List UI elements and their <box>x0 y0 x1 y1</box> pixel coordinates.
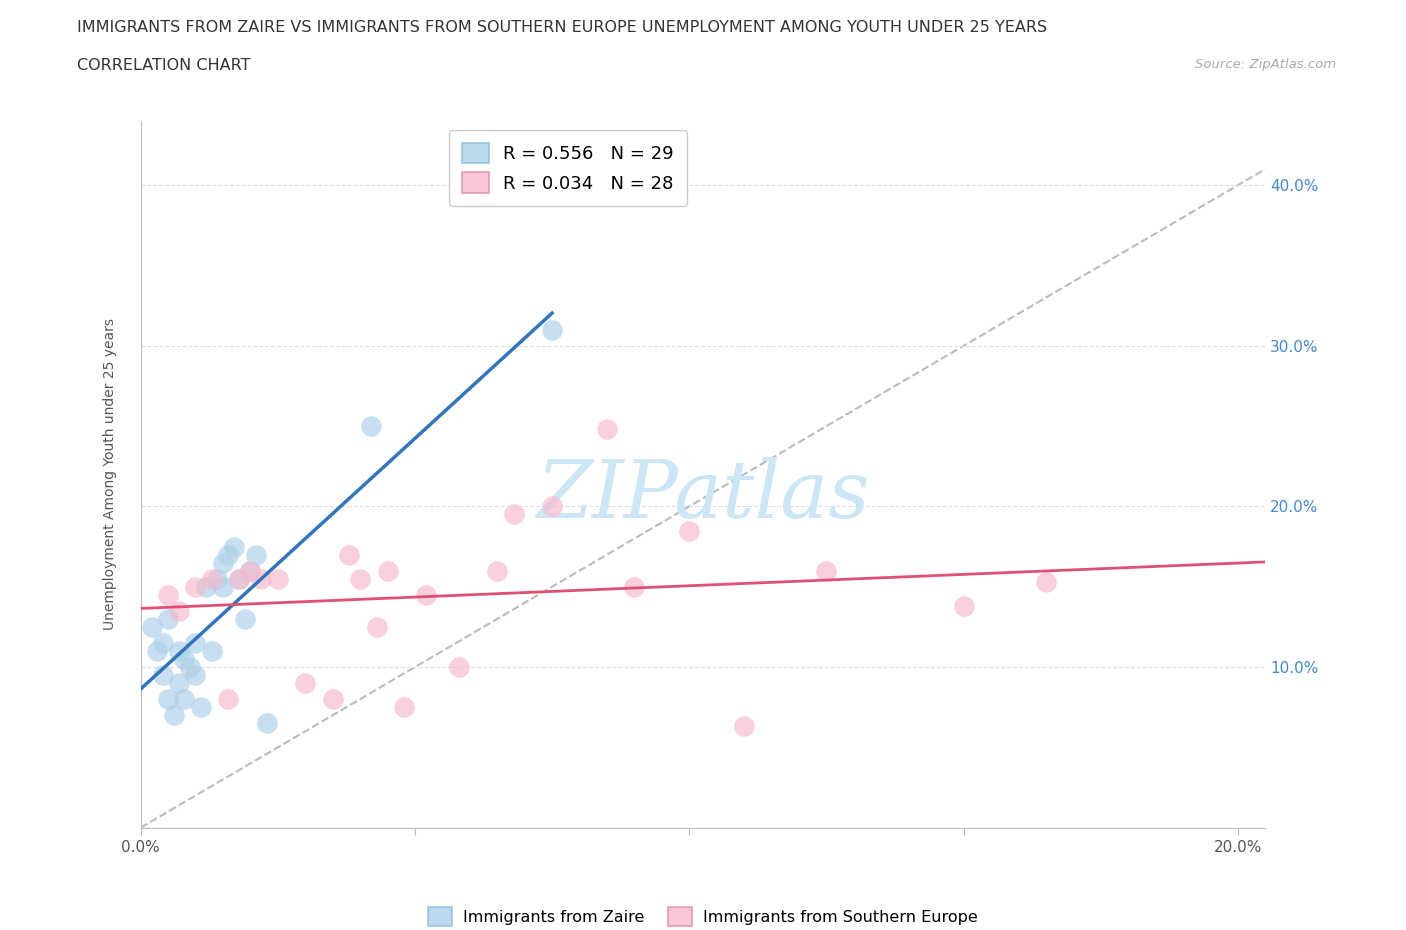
Point <box>447 659 470 674</box>
Point <box>239 564 262 578</box>
Point <box>228 571 250 586</box>
Point <box>294 676 316 691</box>
Point <box>152 635 174 650</box>
Point <box>157 588 180 603</box>
Point <box>167 644 190 658</box>
Point <box>256 716 278 731</box>
Point <box>486 564 509 578</box>
Point <box>678 523 700 538</box>
Point <box>541 499 564 514</box>
Text: CORRELATION CHART: CORRELATION CHART <box>77 58 250 73</box>
Point <box>201 644 224 658</box>
Point <box>157 611 180 626</box>
Point <box>228 571 250 586</box>
Point <box>267 571 290 586</box>
Point <box>815 564 838 578</box>
Point <box>233 611 256 626</box>
Point <box>596 422 619 437</box>
Point <box>212 579 235 594</box>
Point <box>173 652 195 667</box>
Point <box>201 571 224 586</box>
Point <box>212 555 235 570</box>
Point <box>184 579 207 594</box>
Point <box>167 604 190 618</box>
Point <box>173 692 195 707</box>
Point <box>337 547 360 562</box>
Point <box>184 635 207 650</box>
Point <box>167 676 190 691</box>
Point <box>222 539 245 554</box>
Point <box>349 571 371 586</box>
Point <box>195 579 218 594</box>
Point <box>1035 575 1057 590</box>
Point <box>207 571 229 586</box>
Point <box>162 708 184 723</box>
Point <box>360 418 382 433</box>
Point <box>184 668 207 683</box>
Point <box>541 323 564 338</box>
Point <box>217 547 239 562</box>
Point <box>141 619 163 634</box>
Point <box>179 659 201 674</box>
Point <box>733 719 755 734</box>
Point <box>245 547 267 562</box>
Text: ZIPatlas: ZIPatlas <box>536 457 870 534</box>
Point <box>157 692 180 707</box>
Point <box>190 699 212 714</box>
Point <box>217 692 239 707</box>
Legend: Immigrants from Zaire, Immigrants from Southern Europe: Immigrants from Zaire, Immigrants from S… <box>420 899 986 930</box>
Y-axis label: Unemployment Among Youth under 25 years: Unemployment Among Youth under 25 years <box>103 318 117 631</box>
Point <box>152 668 174 683</box>
Point <box>377 564 399 578</box>
Point <box>366 619 388 634</box>
Point <box>239 564 262 578</box>
Point <box>392 699 415 714</box>
Text: Source: ZipAtlas.com: Source: ZipAtlas.com <box>1195 58 1336 71</box>
Text: IMMIGRANTS FROM ZAIRE VS IMMIGRANTS FROM SOUTHERN EUROPE UNEMPLOYMENT AMONG YOUT: IMMIGRANTS FROM ZAIRE VS IMMIGRANTS FROM… <box>77 20 1047 35</box>
Point <box>952 599 974 614</box>
Point <box>623 579 645 594</box>
Point <box>322 692 344 707</box>
Point <box>502 507 524 522</box>
Point <box>250 571 273 586</box>
Point <box>415 588 437 603</box>
Point <box>146 644 169 658</box>
